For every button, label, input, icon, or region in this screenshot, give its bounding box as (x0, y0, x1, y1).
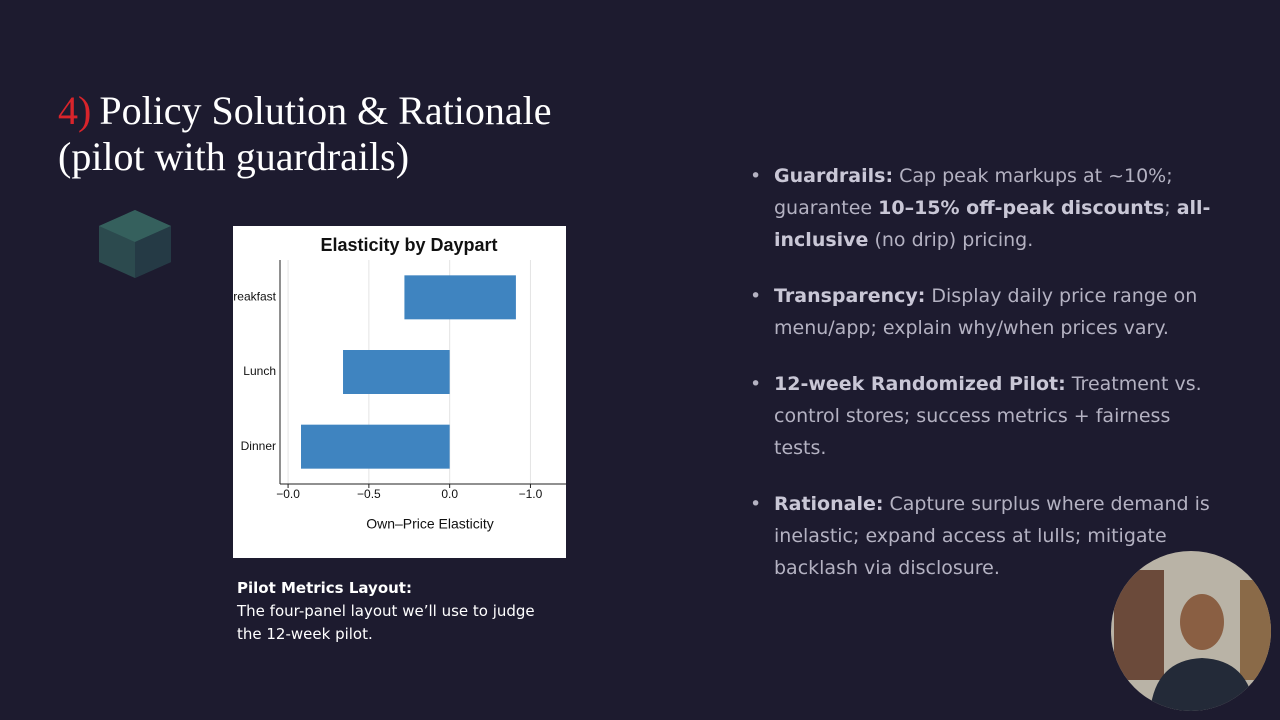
x-tick-label: −0.0 (276, 487, 300, 501)
bullet: 12-week Randomized Pilot: Treatment vs. … (750, 368, 1220, 464)
bullet-bold: Transparency: (774, 285, 926, 307)
x-tick-label: 0.0 (441, 487, 458, 501)
bar (404, 275, 516, 320)
bullet-text: Capture surplus where demand is inelasti… (774, 493, 1210, 579)
x-tick-label: −0.5 (357, 487, 381, 501)
cube-icon (99, 210, 171, 278)
y-tick-label: Breakfast (233, 290, 277, 304)
y-tick-label: Lunch (243, 364, 276, 378)
title-number: 4) (58, 88, 92, 133)
chart: Elasticity by Daypart Own–Price Elastici… (233, 226, 566, 558)
bar (301, 424, 450, 469)
chart-title: Elasticity by Daypart (320, 235, 497, 255)
bullet-text: (no drip) pricing. (868, 229, 1034, 251)
caption-heading: Pilot Metrics Layout: (237, 579, 412, 597)
bullet-text: ; (1164, 197, 1177, 219)
bullet-text: Treatment vs. control stores; success me… (774, 373, 1202, 459)
bullet-text: Cap peak markups at ~10%; guarantee (774, 165, 1173, 219)
bullet-list: Guardrails: Cap peak markups at ~10%; gu… (750, 160, 1220, 608)
caption-text: The four-panel layout we’ll use to judge… (237, 602, 535, 643)
bullet-bold: 10–15% off-peak discounts (878, 197, 1165, 219)
title-text: Policy Solution & Rationale (99, 88, 552, 133)
bullet-bold: Guardrails: (774, 165, 894, 187)
x-tick-label: −1.0 (519, 487, 543, 501)
slide-title: 4) Policy Solution & Rationale (pilot wit… (58, 88, 552, 180)
bullet: Guardrails: Cap peak markups at ~10%; gu… (750, 160, 1220, 256)
webcam (1111, 551, 1271, 711)
y-tick-label: Dinner (241, 439, 276, 453)
bullet-bold: all-inclusive (774, 197, 1211, 251)
bullet: Transparency: Display daily price range … (750, 280, 1220, 344)
bullet-bold: 12-week Randomized Pilot: (774, 373, 1066, 395)
bullet: Rationale: Capture surplus where demand … (750, 488, 1220, 584)
title-subtitle: (pilot with guardrails) (58, 134, 410, 179)
bullet-bold: Rationale: (774, 493, 884, 515)
x-axis-label: Own–Price Elasticity (366, 516, 494, 532)
caption: Pilot Metrics Layout: The four-panel lay… (237, 577, 557, 646)
bar (343, 350, 450, 394)
bullet-text: Display daily price range on menu/app; e… (774, 285, 1198, 339)
